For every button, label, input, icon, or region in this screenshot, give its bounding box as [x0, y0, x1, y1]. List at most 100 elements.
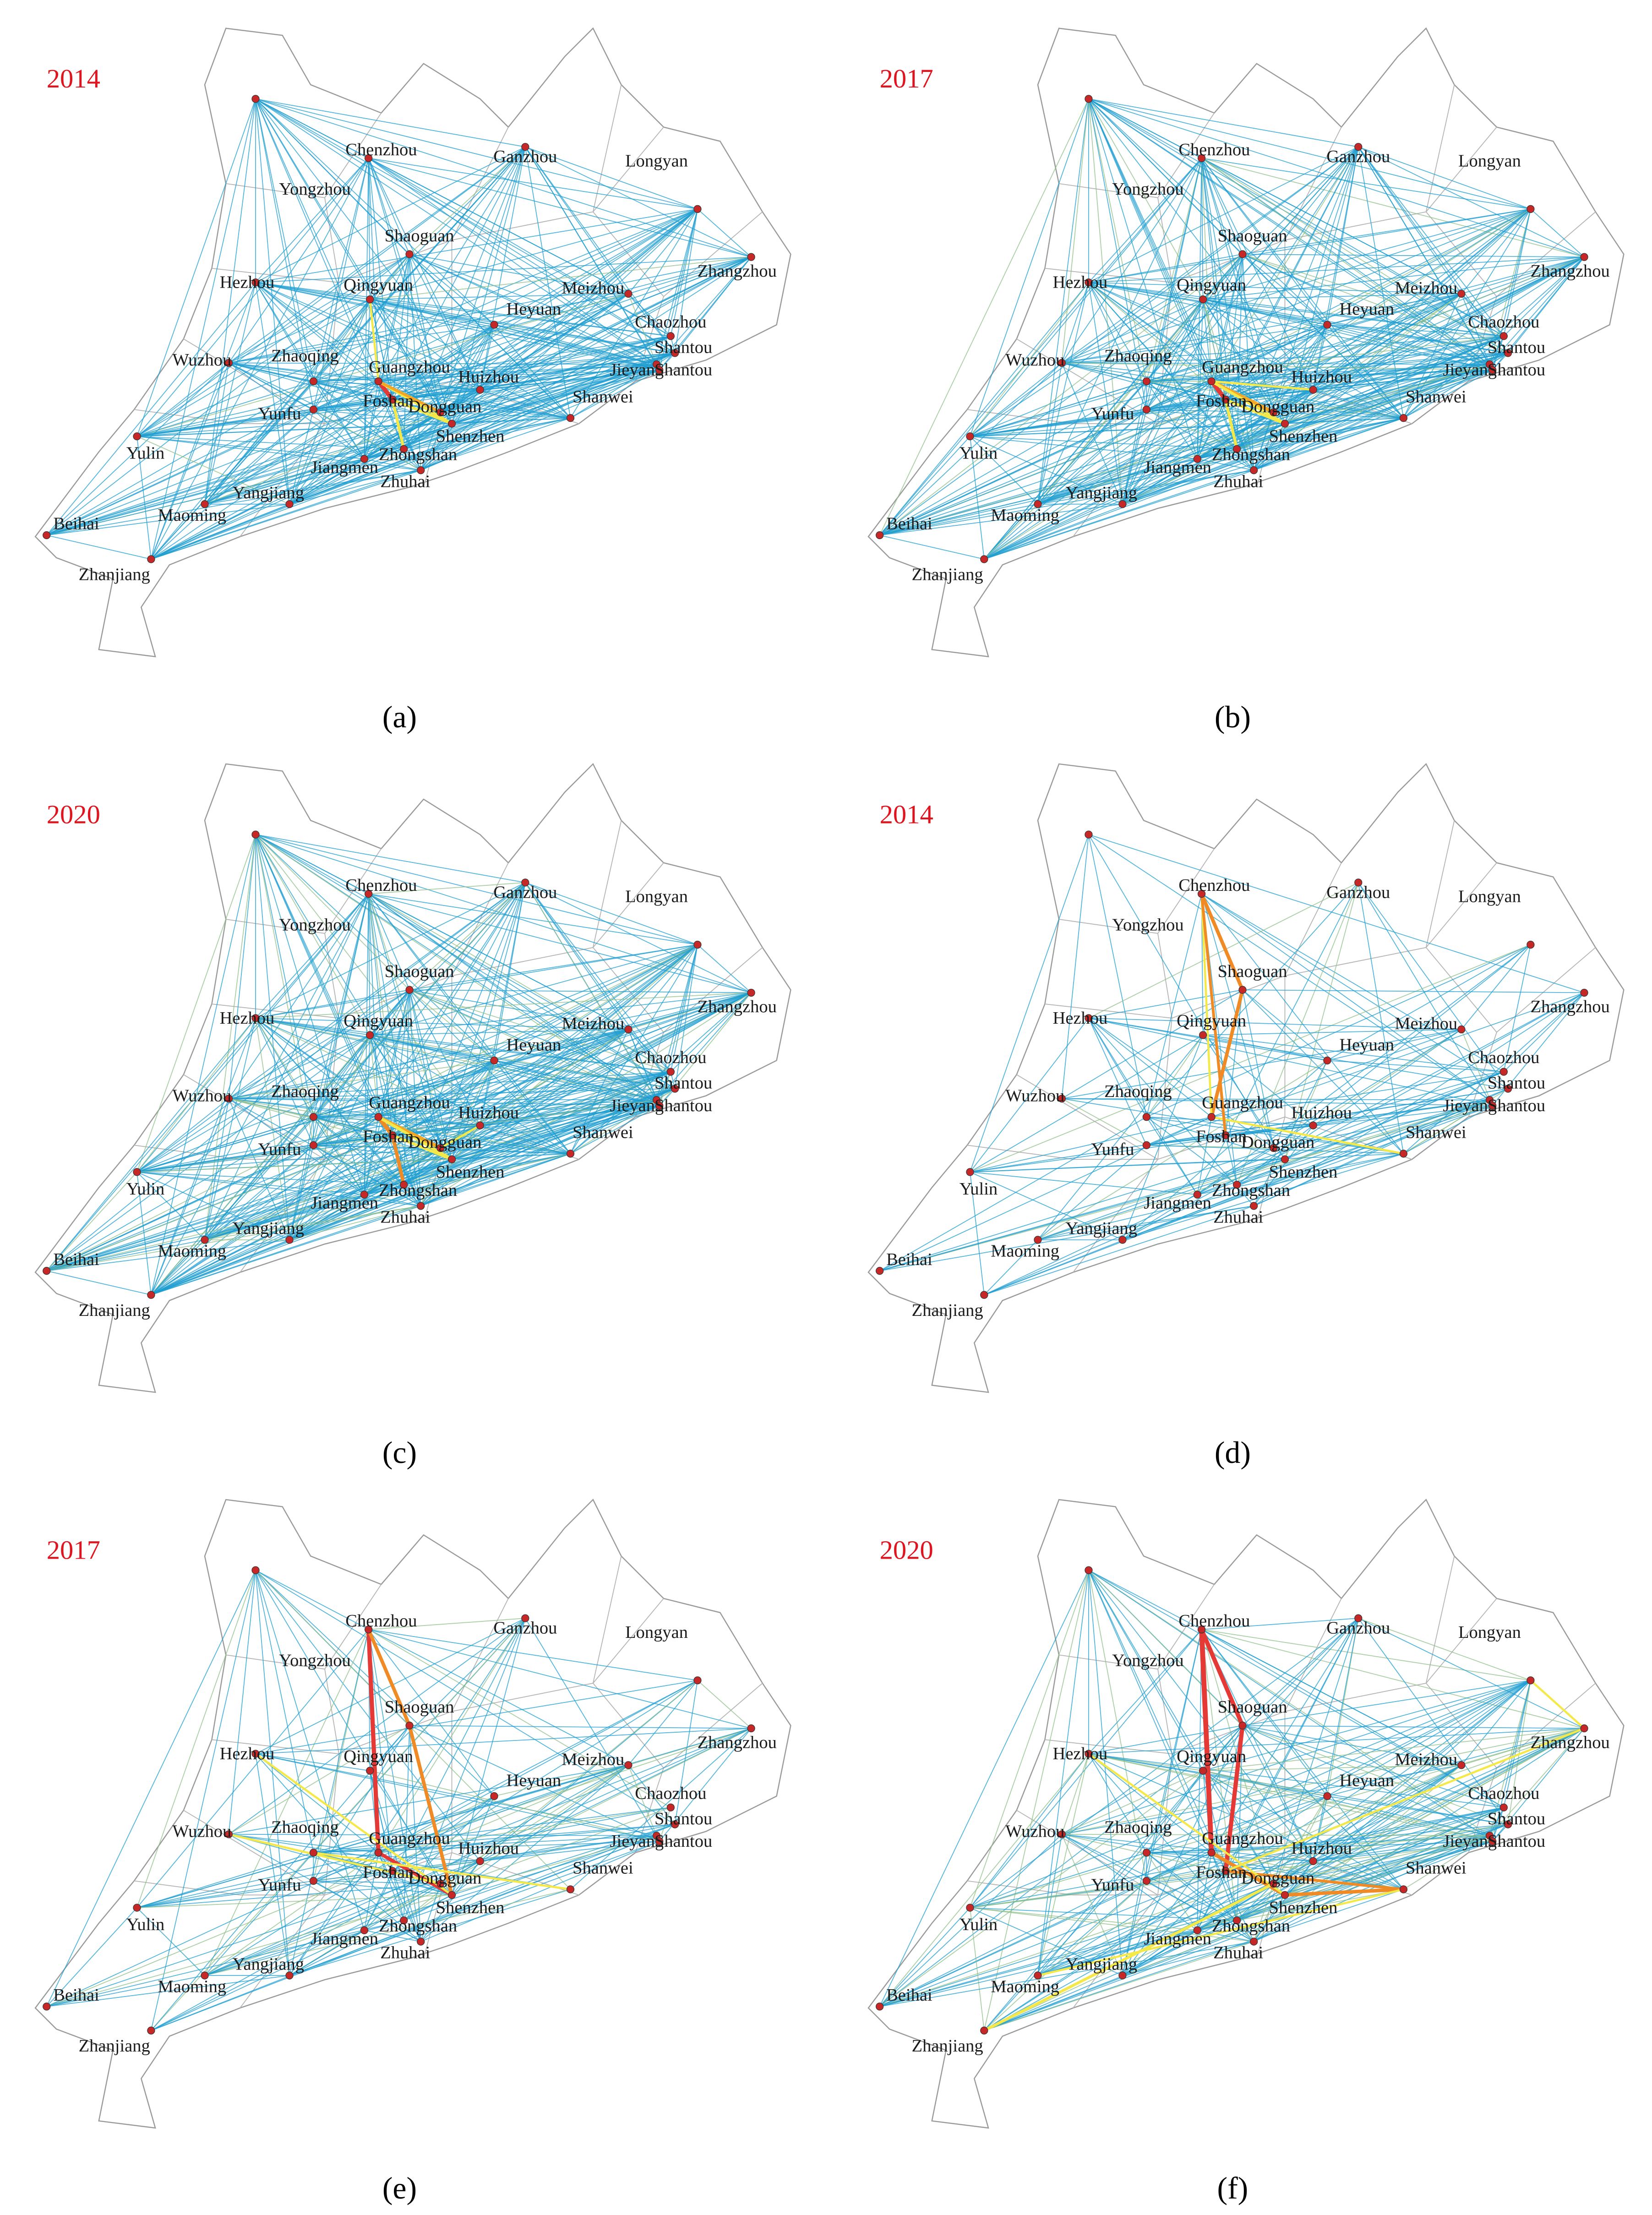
edge: [879, 254, 1243, 536]
edge: [1242, 1618, 1359, 1726]
edge: [151, 1035, 371, 1295]
city-node: [1085, 830, 1093, 839]
city-node: [876, 2002, 884, 2011]
city-node: [1323, 1792, 1331, 1800]
city-label: Hezhou: [1053, 1009, 1108, 1028]
edge: [970, 362, 1062, 437]
edge: [984, 299, 1204, 560]
city-node: [747, 253, 755, 261]
edge: [1037, 1159, 1285, 1240]
edge: [370, 299, 571, 419]
edge: [659, 1807, 671, 1842]
edge: [392, 335, 671, 400]
edge: [204, 1145, 314, 1240]
city-label: Zhongshan: [1212, 1916, 1290, 1936]
edge: [879, 158, 1202, 536]
edge: [313, 409, 421, 471]
edge: [970, 1125, 1314, 1173]
city-node: [251, 95, 260, 103]
edge: [879, 1116, 1147, 1271]
edge: [1201, 158, 1204, 300]
city-node: [1142, 1849, 1150, 1857]
edge: [255, 98, 314, 382]
edge: [1225, 399, 1254, 471]
edge: [313, 1145, 421, 1206]
edge: [1358, 882, 1404, 1154]
edge: [1146, 1835, 1490, 1853]
edge: [255, 1017, 628, 1030]
city-node: [1221, 1867, 1230, 1875]
edge: [1088, 256, 1585, 283]
edge: [370, 1029, 628, 1036]
edge: [1225, 1764, 1462, 1871]
year-label: 2017: [880, 64, 933, 93]
edge: [313, 293, 629, 382]
edge: [46, 944, 698, 1271]
city-label: Shaoguan: [385, 962, 454, 981]
city-label: Shantou: [654, 1809, 712, 1828]
city-node: [1270, 1880, 1278, 1888]
city-label: Huizhou: [458, 1103, 519, 1122]
city-node: [1354, 143, 1363, 151]
edge: [313, 1035, 371, 1146]
edge: [1225, 254, 1243, 400]
city-label: Shenzhen: [436, 1162, 505, 1182]
edge: [136, 1852, 379, 1908]
city-label: Shenzhen: [1269, 1162, 1338, 1182]
city-node: [747, 988, 755, 997]
edge: [1211, 381, 1404, 419]
edge: [1236, 147, 1359, 449]
edge: [1061, 98, 1089, 363]
city-node: [1249, 1202, 1258, 1210]
edge: [46, 254, 410, 536]
edge: [1088, 1570, 1226, 1871]
edge: [46, 282, 256, 536]
edge: [1146, 1035, 1204, 1118]
city-label: Zhuhai: [1213, 472, 1263, 491]
edge: [1327, 944, 1531, 1061]
edge: [1062, 1098, 1493, 1106]
strong-edge: [367, 1629, 411, 1726]
city-label: Wuzhou: [172, 1822, 231, 1841]
edge: [228, 989, 410, 1099]
edge: [403, 882, 526, 1185]
edge: [151, 1117, 314, 1295]
edge: [255, 158, 369, 283]
edge: [370, 293, 628, 300]
city-label: Dongguan: [408, 1133, 481, 1152]
edge: [255, 1570, 314, 1853]
strong-edge: [1199, 1628, 1245, 1727]
strong-edge: [1200, 894, 1213, 1117]
edge: [378, 992, 752, 1118]
strong-edge: [1530, 1680, 1585, 1729]
edge: [204, 1184, 404, 1240]
city-label: Chenzhou: [1178, 1611, 1250, 1631]
edge: [255, 282, 660, 371]
edge: [392, 369, 660, 400]
city-label: Beihai: [886, 514, 932, 534]
edge: [1237, 1841, 1493, 1921]
edge: [1062, 1029, 1461, 1099]
edge: [255, 1018, 441, 1149]
edge: [1284, 882, 1359, 1160]
city-label: Shaoguan: [385, 226, 454, 246]
city-label: Beihai: [53, 1250, 99, 1269]
edge: [370, 299, 671, 337]
edge: [1122, 1035, 1204, 1240]
edge: [1037, 1099, 1490, 1240]
edge: [970, 1172, 1123, 1240]
edge: [255, 1753, 290, 1976]
edge: [984, 1194, 1198, 1295]
edge: [46, 381, 314, 536]
city-node: [655, 1102, 664, 1110]
panel-caption: (b): [1215, 700, 1251, 734]
edge: [879, 352, 1508, 536]
edge: [1253, 1860, 1314, 1942]
edge: [46, 1194, 365, 1271]
edge: [1088, 146, 1359, 283]
edge: [1273, 1796, 1328, 1884]
edge: [1225, 1135, 1238, 1185]
city-node: [1281, 1891, 1289, 1899]
edge: [1530, 208, 1585, 257]
